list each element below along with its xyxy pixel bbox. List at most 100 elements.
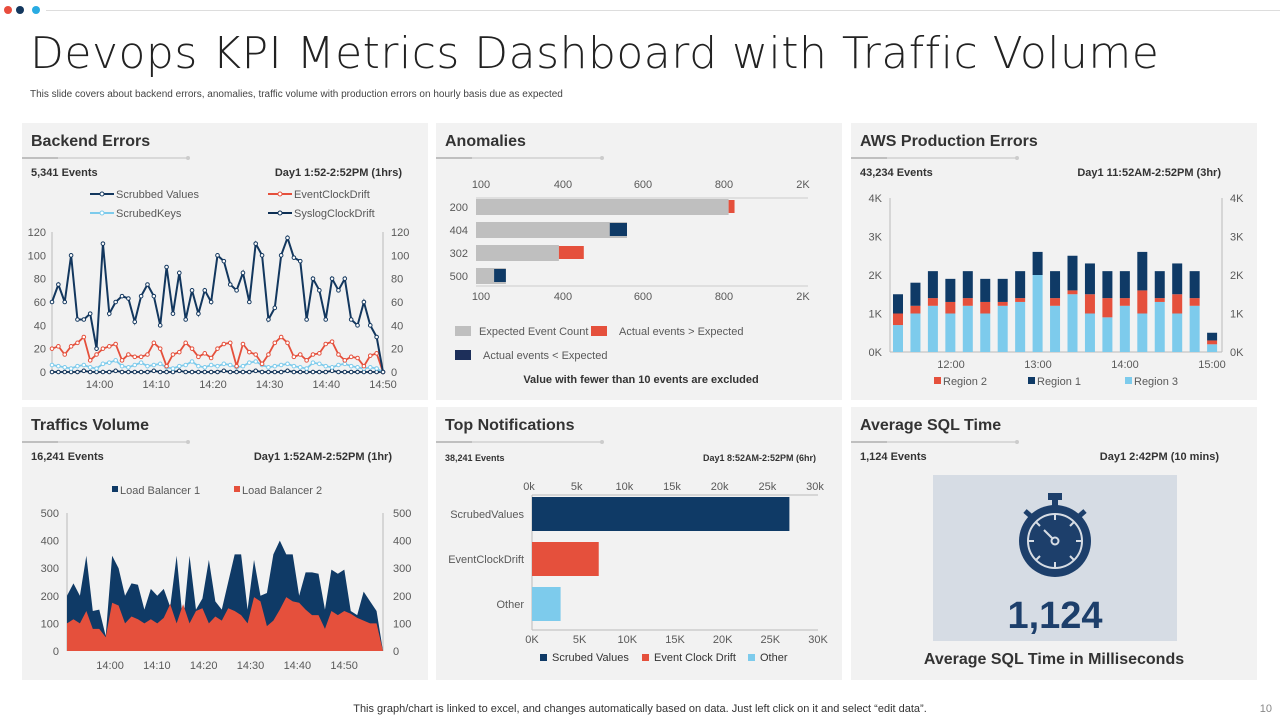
data-point xyxy=(183,340,188,346)
x-tick-label-bottom: 100 xyxy=(472,291,490,303)
bar-segment-region-1 xyxy=(1050,271,1061,299)
legend-marker xyxy=(277,210,283,216)
y-tick-label: 4K xyxy=(1230,193,1244,205)
data-point xyxy=(119,369,125,375)
data-point xyxy=(208,355,214,361)
data-point xyxy=(202,351,208,356)
bar-segment-region-3 xyxy=(962,305,973,352)
data-point xyxy=(81,368,87,374)
y-tick-label: 0K xyxy=(1230,347,1244,359)
data-point xyxy=(189,346,195,351)
bar-segment-region-3 xyxy=(1050,305,1061,352)
bar-segment-region-1 xyxy=(1154,271,1165,299)
data-point xyxy=(132,319,138,325)
bar-segment-region-2 xyxy=(1102,298,1113,318)
bar-segment-region-2 xyxy=(980,301,991,314)
legend-label: Load Balancer 2 xyxy=(242,485,322,497)
data-point xyxy=(285,235,290,241)
top-notifications-chart[interactable]: 0k 0K 5k 5K 10k 10K 15k 15K 20k 20K 25k 25K 30k 30K Sc… xyxy=(436,407,842,680)
x-tick-label: 14:30 xyxy=(237,660,265,672)
data-point xyxy=(355,369,360,375)
expected-bar xyxy=(476,199,729,215)
data-point xyxy=(234,369,239,375)
data-point xyxy=(94,352,99,357)
backend-errors-chart[interactable]: 0 0 20 20 40 40 60 60 80 80 100 100 120 120 14:00 14:10… xyxy=(22,123,428,400)
y-tick-label: 120 xyxy=(28,227,46,239)
data-point xyxy=(196,354,201,360)
traffic-volume-chart[interactable]: 0 0 100 100 200 200 300 300 400 400 500 500 14:00 14:… xyxy=(22,407,428,680)
data-point xyxy=(323,341,329,347)
panel-title: AWS Production Errors xyxy=(860,133,1038,150)
x-tick-label: 12:00 xyxy=(937,359,965,371)
bar-segment-region-1 xyxy=(997,278,1008,302)
y-tick-label: 60 xyxy=(34,297,46,309)
legend-label: Expected Event Count xyxy=(479,326,588,338)
data-point xyxy=(227,282,233,287)
bar-segment-region-1 xyxy=(927,271,938,299)
average-sql-time-panel: Average SQL Time 1,124 Events Day1 2:42P… xyxy=(851,407,1257,680)
data-point xyxy=(157,361,163,367)
event-count: 1,124 Events xyxy=(860,451,927,463)
data-point xyxy=(361,299,367,305)
bar-segment-region-3 xyxy=(1137,313,1148,352)
data-point xyxy=(145,369,150,375)
data-point xyxy=(291,255,297,260)
data-point xyxy=(106,311,112,316)
legend-label: Region 3 xyxy=(1134,376,1178,388)
data-point xyxy=(215,253,220,258)
data-point xyxy=(221,258,227,264)
time-range: Day1 2:42PM (10 mins) xyxy=(1099,451,1219,463)
bar-segment-region-3 xyxy=(945,313,956,352)
data-point xyxy=(157,346,163,351)
y-tick-label: 60 xyxy=(391,297,403,309)
y-tick-label: 80 xyxy=(391,274,403,286)
bar-segment-region-3 xyxy=(1102,317,1113,352)
data-point xyxy=(355,365,360,370)
data-point xyxy=(221,361,227,367)
y-tick-label: 40 xyxy=(34,320,46,332)
x-tick-label-bottom: 5K xyxy=(573,634,587,646)
data-point xyxy=(189,369,195,375)
bar-other xyxy=(532,587,561,621)
data-point xyxy=(278,369,284,375)
data-point xyxy=(196,369,201,375)
time-range: Day1 8:52AM-2:52PM (6hr) xyxy=(702,453,816,463)
bar-segment-region-3 xyxy=(927,305,938,352)
data-point xyxy=(87,311,93,316)
x-tick-label-top: 30k xyxy=(806,481,824,493)
anomalies-chart[interactable]: 100 100 400 400 600 600 800 800 2K 2K 200 404 302 500… xyxy=(436,123,842,400)
data-point xyxy=(259,253,265,258)
area-load-balancer-2 xyxy=(67,597,383,651)
y-tick-label: 0 xyxy=(391,367,397,379)
data-point xyxy=(151,340,157,346)
y-tick-label: 40 xyxy=(391,320,403,332)
data-point xyxy=(189,359,195,364)
x-tick-label-bottom: 20K xyxy=(713,634,733,646)
sql-time-card: 1,124 xyxy=(933,475,1177,641)
stopwatch-icon xyxy=(1019,493,1091,577)
bar-segment-region-2 xyxy=(997,301,1008,306)
y-tick-label: 100 xyxy=(41,618,59,630)
data-point xyxy=(367,369,373,375)
data-point xyxy=(227,340,233,346)
y-tick-label: 400 xyxy=(41,536,59,548)
bar-segment-region-2 xyxy=(1172,294,1183,314)
legend-label: Scrubed Values xyxy=(552,652,629,664)
top-notifications-panel: 0k 0K 5k 5K 10k 10K 15k 15K 20k 20K 25k 25K 30k 30K Sc… xyxy=(436,407,842,680)
x-tick-label: 14:00 xyxy=(86,379,114,391)
time-range: Day1 1:52AM-2:52PM (1hr) xyxy=(253,451,392,463)
data-point xyxy=(253,241,258,246)
aws-errors-chart[interactable]: 0K 0K 1K 1K 2K 2K 3K 3K 4K 4K 12:00 13:00 14:00 15:00… xyxy=(851,123,1257,400)
legend-swatch xyxy=(234,486,240,492)
data-point xyxy=(297,258,303,264)
bar-segment-region-2 xyxy=(927,298,938,306)
expected-bar xyxy=(476,245,559,261)
x-tick-label-top: 2K xyxy=(796,179,810,191)
data-point xyxy=(75,363,80,369)
data-point xyxy=(49,362,55,368)
bar-segment-region-1 xyxy=(893,294,903,314)
data-point xyxy=(151,293,157,299)
bar-segment-region-3 xyxy=(1189,305,1200,352)
x-tick-label: 14:10 xyxy=(143,660,171,672)
data-point xyxy=(138,369,144,375)
